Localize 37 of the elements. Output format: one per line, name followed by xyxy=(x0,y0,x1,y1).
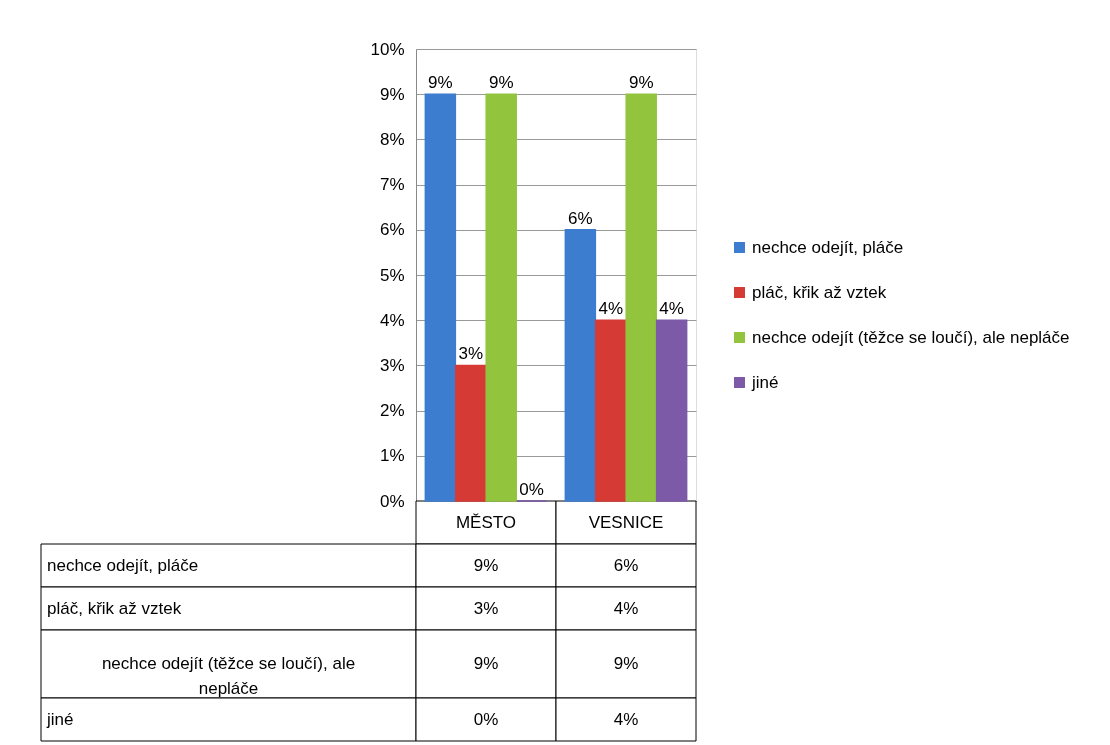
data-label: 4% xyxy=(613,598,639,618)
y-tick-label: 6% xyxy=(379,220,405,240)
y-tick-label: 7% xyxy=(379,175,405,195)
y-tick-label: 2% xyxy=(379,401,405,421)
y-tick-label: 0% xyxy=(379,491,405,511)
text: 4% xyxy=(659,299,684,319)
data-label: 9% xyxy=(613,654,639,673)
text: 6% xyxy=(568,208,593,228)
data-label: 9% xyxy=(473,654,499,673)
y-tick-label: 4% xyxy=(379,310,405,330)
y-tick-label: 1% xyxy=(379,446,405,466)
data-label: 0% xyxy=(473,709,499,729)
text: jiné xyxy=(47,709,74,729)
text: 9% xyxy=(488,73,514,93)
text: 9% xyxy=(428,73,453,93)
text: 9% xyxy=(628,73,654,93)
text: 3% xyxy=(458,344,484,364)
x-tick-label: MĚSTO xyxy=(455,512,517,532)
text: nechce odejít, pláče xyxy=(47,555,199,575)
legend-label: nechce odejít (těžce se loučí), ale nepláče xyxy=(752,327,1070,347)
y-tick-label: 8% xyxy=(379,129,405,149)
y-tick-label: 10% xyxy=(370,39,405,59)
x-tick-label: VESNICE xyxy=(588,512,664,532)
data-label: 3% xyxy=(473,598,499,618)
y-tick-label: 3% xyxy=(379,355,405,375)
data-label: 6% xyxy=(613,555,639,575)
text: 4% xyxy=(598,299,624,319)
y-tick-label: 5% xyxy=(379,265,405,285)
text: nechce odejít (těžce se loučí), ale nepláče xyxy=(101,654,356,698)
text: pláč, křik až vztek xyxy=(47,598,182,618)
legend-label: nechce odejít, pláče xyxy=(752,237,904,257)
y-tick-label: 9% xyxy=(379,84,405,104)
legend-label: jiné xyxy=(751,372,779,392)
text: 0% xyxy=(519,480,544,499)
data-label: 9% xyxy=(473,555,499,575)
data-label: 4% xyxy=(613,709,639,729)
legend-label: pláč, křik až vztek xyxy=(752,282,887,302)
